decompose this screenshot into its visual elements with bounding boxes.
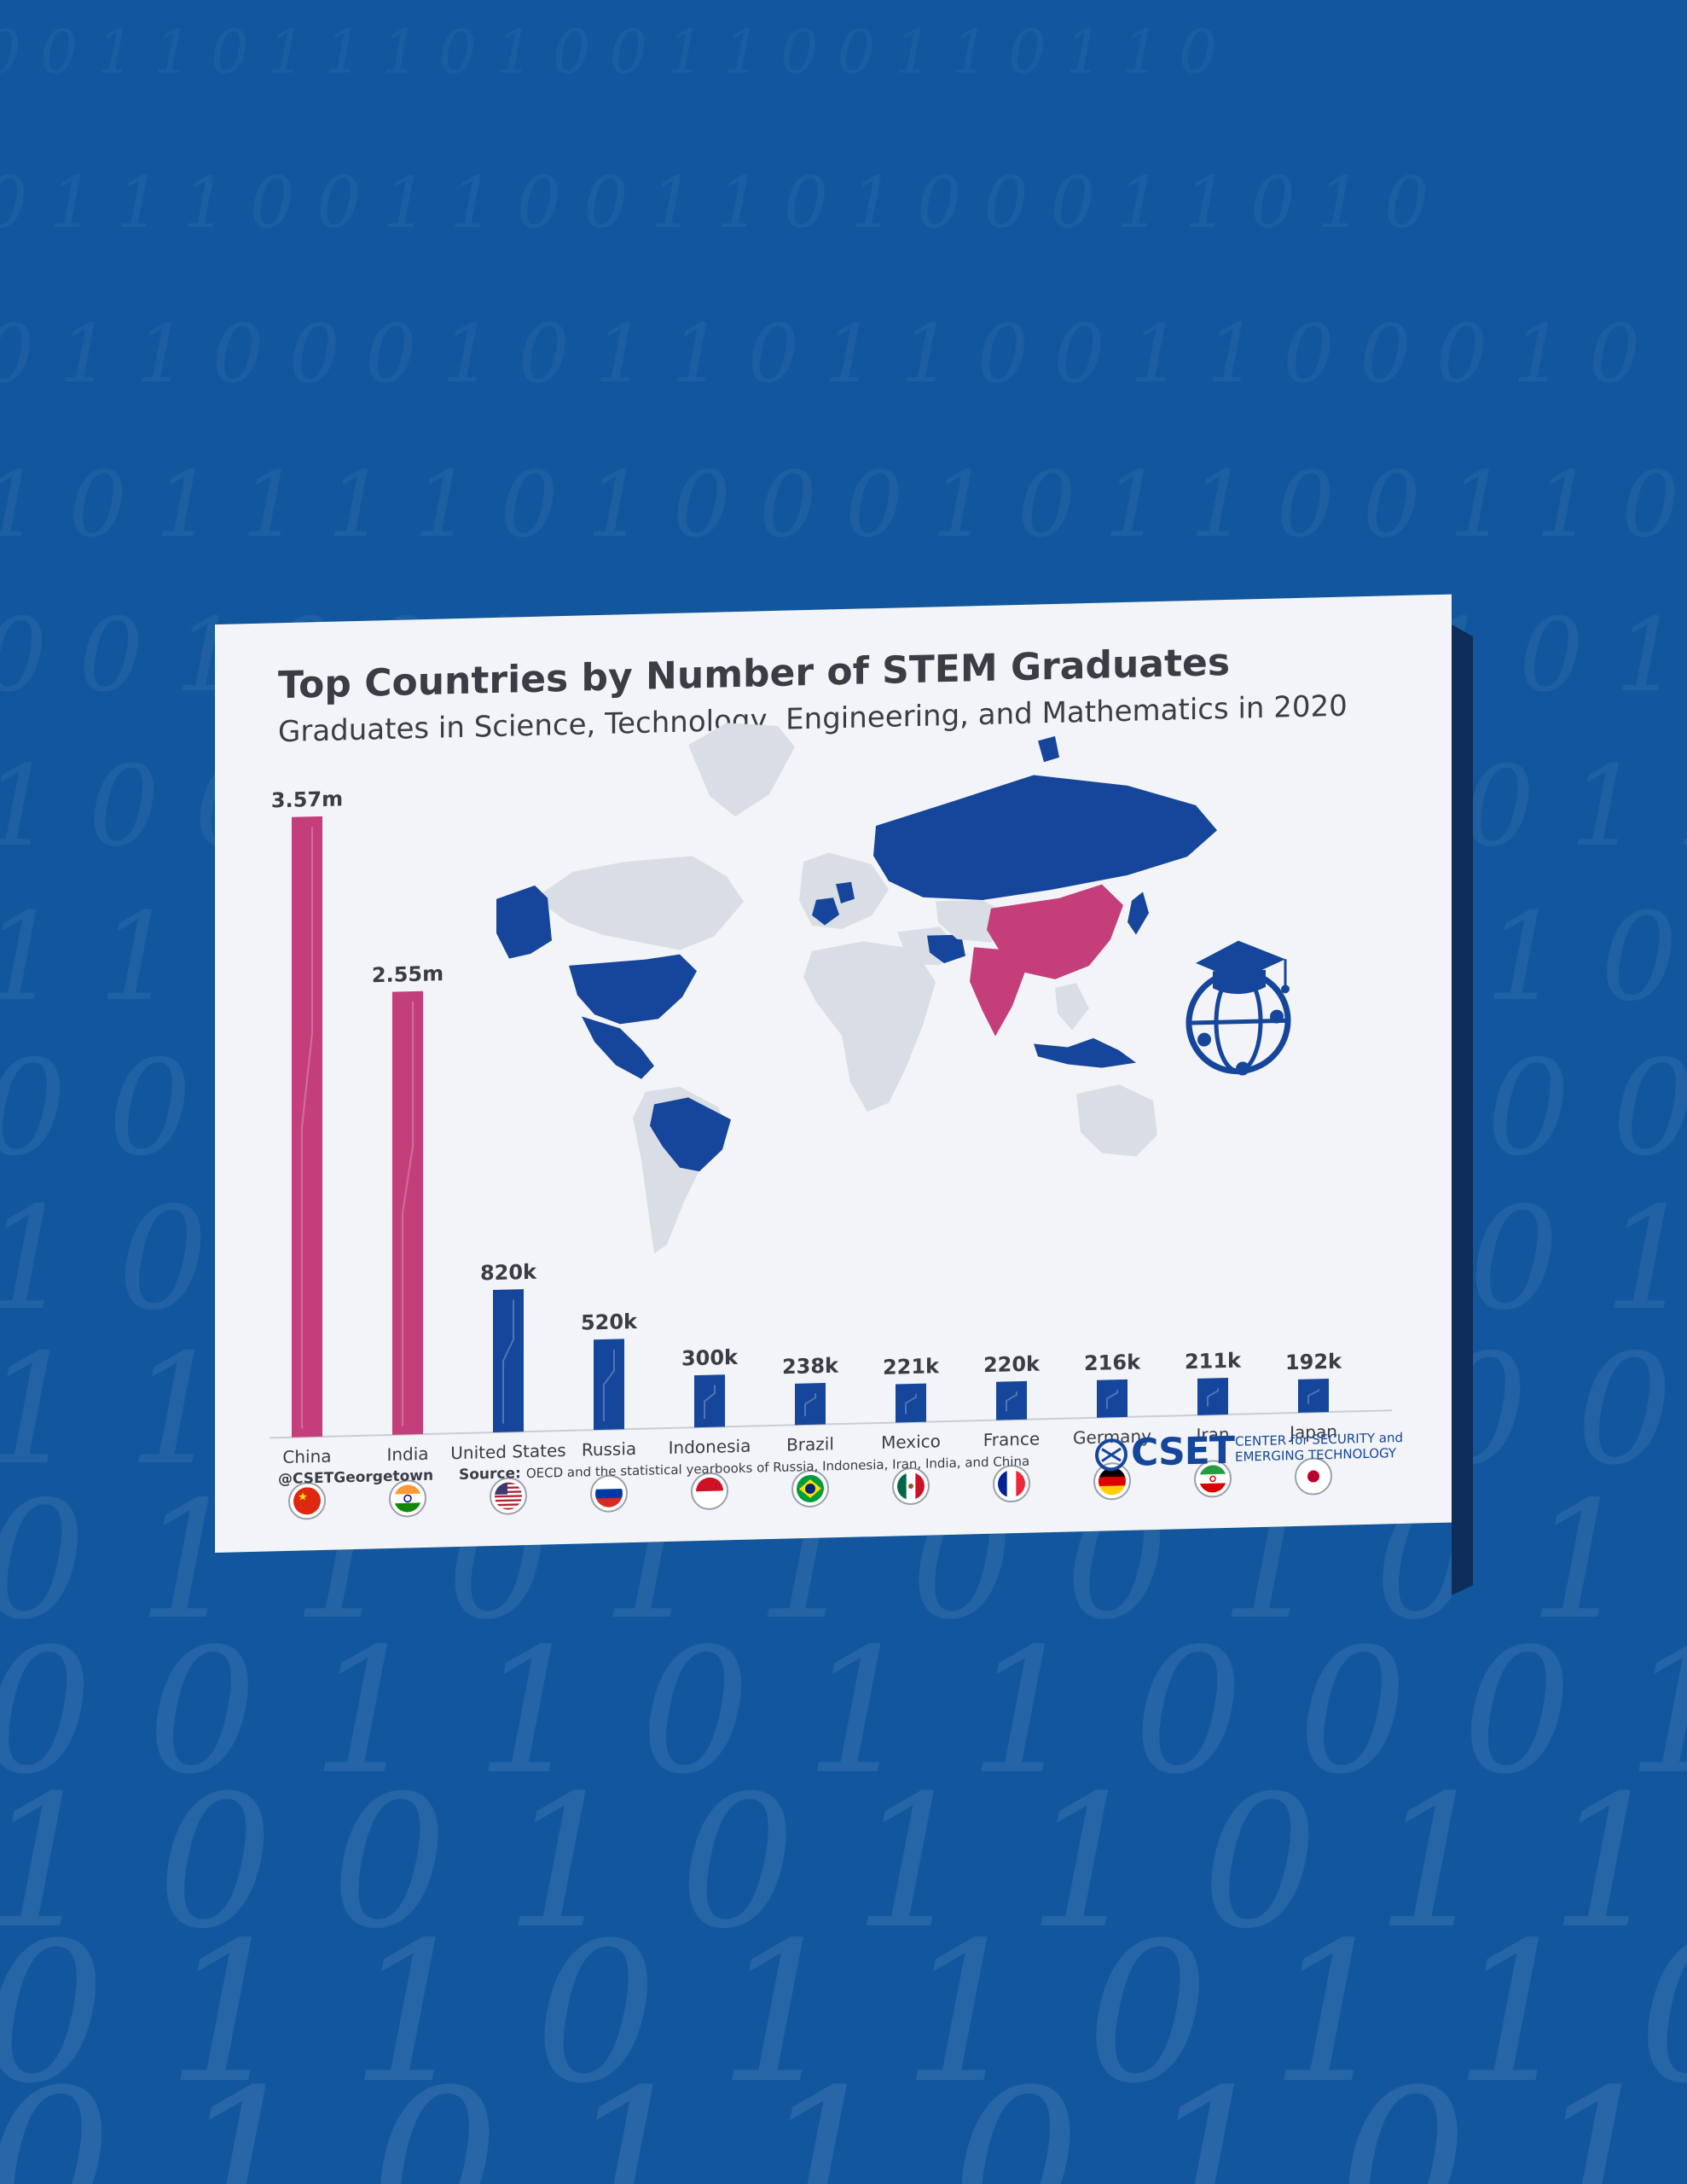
map-africa: [803, 941, 936, 1112]
category-label: France: [983, 1428, 1041, 1450]
bar-russia: [594, 1339, 624, 1431]
bar-china: [292, 816, 322, 1438]
bar-indonesia: [694, 1374, 725, 1428]
bar-circuit-pattern: [1106, 1390, 1118, 1409]
bar-circuit-pattern: [301, 827, 313, 1429]
data-label: 300k: [681, 1345, 739, 1371]
world-map: [496, 723, 1217, 1254]
bar-circuit-pattern: [502, 1299, 514, 1424]
bar-mexico: [896, 1383, 926, 1423]
map-indonesia: [1034, 1037, 1136, 1068]
cset-logo-icon: [1095, 1438, 1128, 1472]
category-label: Russia: [582, 1438, 636, 1461]
category-label: China: [282, 1446, 331, 1467]
russia-flag-icon: [590, 1474, 628, 1513]
map-france: [812, 897, 839, 926]
brazil-flag-icon: [791, 1469, 829, 1507]
map-china: [987, 884, 1123, 979]
infographic-card: Top Countries by Number of STEM Graduate…: [215, 594, 1452, 1553]
bar-brazil: [795, 1383, 826, 1426]
bar-chart: 3.57m China 2.55m India 820k United States 520…: [270, 723, 1392, 1520]
bar-group: 3.57m China 2.55m India 820k United States 520…: [271, 787, 1342, 1520]
germany-flag-icon: [1093, 1462, 1131, 1501]
india-flag-icon: [389, 1479, 426, 1518]
binary-digit-row: 0 0 1 1 0 1 1 1 0 1 0 0 1 1 0 0 1 1 0 1 …: [0, 17, 1217, 87]
map-southeast-asia: [1055, 983, 1089, 1031]
bar-circuit-pattern: [603, 1349, 615, 1421]
data-label: 216k: [1084, 1350, 1141, 1375]
mexico-flag-icon: [892, 1467, 930, 1506]
data-label: 3.57m: [271, 787, 343, 812]
indonesia-flag-icon: [691, 1472, 728, 1510]
map-russia: [873, 775, 1217, 901]
category-label: Indonesia: [669, 1436, 751, 1458]
data-label: 211k: [1185, 1349, 1242, 1374]
map-japan: [1128, 892, 1149, 935]
card-edge-shadow: [1452, 624, 1473, 1595]
bar-circuit-pattern: [804, 1393, 816, 1417]
brand-name: CSET: [1131, 1428, 1234, 1475]
graduation-cap-globe-icon: [1186, 940, 1291, 1076]
bar-india: [392, 990, 423, 1435]
binary-digit-row: 0 0 1 1 0 1 1 0 0 0 1 0 1 1 0 1: [0, 1611, 1687, 1812]
category-label: United States: [450, 1440, 565, 1463]
category-label: Iran: [1196, 1424, 1229, 1445]
binary-digit-row: 1 0 0 1 0 1 1 0 1 1 0 0 1 0 0 1: [0, 1757, 1687, 1969]
map-mexico: [582, 1016, 654, 1079]
data-label: 221k: [883, 1354, 940, 1380]
category-label: Mexico: [881, 1431, 941, 1453]
japan-flag-icon: [1295, 1457, 1332, 1496]
binary-digit-row: 0 1 1 0 1 1 0 1 1 0 0 1 0 1 1 0: [0, 1902, 1687, 2126]
binary-digit-row: 0 1 1 0 0 0 1 0 1 1 0 1 1 0 0 1 1 0 0 0 …: [0, 308, 1640, 401]
category-label: Japan: [1288, 1421, 1337, 1443]
binary-digit-row: 0 1 1 1 0 0 1 1 0 0 1 1 0 1 0 0 0 1 1 0 …: [0, 163, 1429, 244]
source-label: Source:: [459, 1465, 521, 1484]
map-iran: [927, 934, 965, 964]
infographic-card-container: Top Countries by Number of STEM Graduate…: [215, 589, 1473, 1595]
binary-digit-row: 1 0 1 1 1 1 0 1 0 0 0 1 0 1 1 0 0 1 1 0 …: [0, 452, 1687, 557]
map-usa: [569, 954, 697, 1025]
bar-circuit-pattern: [704, 1385, 716, 1419]
france-flag-icon: [993, 1465, 1030, 1503]
data-label: 220k: [983, 1352, 1041, 1378]
cset-brand: CSET CENTER for SECURITY and EMERGING TE…: [1093, 1422, 1435, 1482]
category-label: Brazil: [786, 1433, 834, 1455]
map-germany: [836, 881, 855, 904]
iran-flag-icon: [1194, 1460, 1232, 1498]
map-russia-islands: [1038, 735, 1059, 763]
map-india: [970, 947, 1025, 1037]
map-canada: [535, 856, 744, 950]
category-label: Germany: [1073, 1426, 1151, 1448]
bar-circuit-pattern: [1006, 1391, 1017, 1412]
map-brazil: [650, 1097, 731, 1172]
binary-digit-row: 0 1 0 1 1 0 1 0 1 1 0 0 0 1 1 0 1 0: [0, 2047, 1687, 2184]
data-label: 820k: [480, 1260, 537, 1286]
china-flag-icon: [288, 1482, 326, 1520]
bar-circuit-pattern: [905, 1393, 917, 1414]
category-label: India: [386, 1443, 428, 1465]
bar-japan: [1298, 1378, 1329, 1413]
bar-circuit-pattern: [402, 1002, 414, 1426]
map-australia: [1076, 1084, 1157, 1157]
bar-iran: [1197, 1377, 1228, 1415]
bar-united-states: [493, 1289, 524, 1433]
brand-subtitle: CENTER for SECURITY and EMERGING TECHNOL…: [1235, 1429, 1423, 1465]
bar-france: [996, 1380, 1027, 1420]
data-label: 2.55m: [372, 961, 443, 987]
data-label: 192k: [1285, 1350, 1342, 1375]
bar-circuit-pattern: [1207, 1388, 1219, 1407]
bar-germany: [1097, 1379, 1128, 1418]
data-label: 520k: [581, 1310, 638, 1335]
data-label: 238k: [782, 1354, 839, 1380]
usa-flag-icon: [490, 1477, 527, 1515]
bar-circuit-pattern: [1307, 1389, 1319, 1404]
map-alaska: [496, 885, 552, 959]
map-greenland: [688, 723, 795, 817]
